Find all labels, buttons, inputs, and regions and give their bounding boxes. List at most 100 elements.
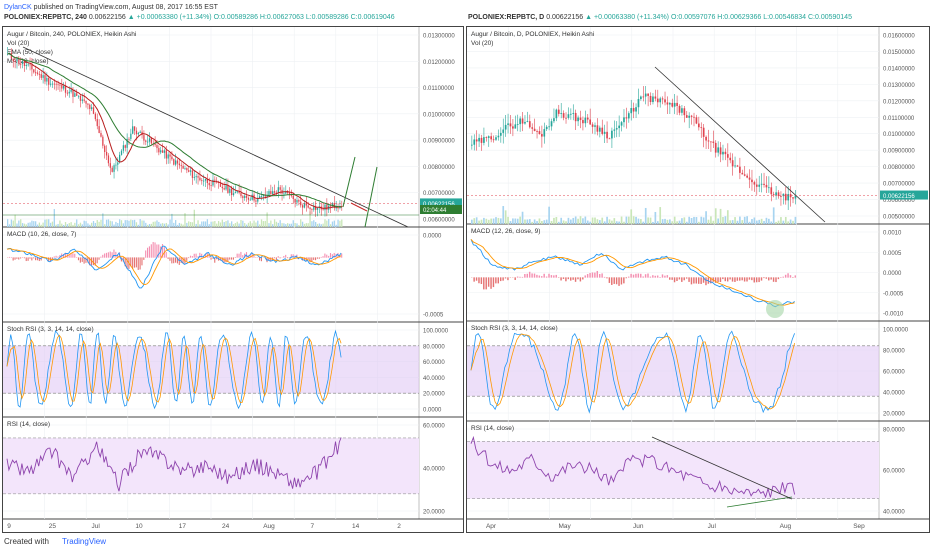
tradingview-logo[interactable]: TradingView [62, 537, 107, 546]
volume-bar [758, 219, 761, 224]
candle-body [748, 177, 751, 180]
volume-bar [475, 217, 478, 224]
candle-body [582, 120, 584, 124]
volume-bar [107, 219, 110, 227]
macd-histogram-bar [77, 257, 80, 261]
volume-bar [139, 219, 141, 227]
volume-bar [133, 219, 136, 227]
macd-histogram-bar [606, 277, 608, 279]
volume-bar [315, 221, 317, 227]
volume-bar [647, 217, 649, 224]
volume-bar [579, 216, 582, 224]
macd-histogram-bar [8, 256, 10, 258]
volume-bar [238, 223, 240, 227]
macd-histogram-bar [743, 277, 746, 282]
volume-bar [681, 218, 683, 224]
candle-body [72, 89, 74, 97]
volume-bar [567, 217, 570, 224]
macd-histogram-bar [141, 257, 143, 266]
volume-bar [119, 219, 121, 227]
candle-body [557, 109, 560, 114]
candle-body [296, 200, 298, 203]
price-tick-label: 0.00900000 [883, 149, 915, 155]
candle-body [584, 117, 587, 124]
macd-histogram-bar [204, 253, 206, 258]
macd-histogram-bar [736, 277, 739, 281]
volume-bar [217, 220, 220, 227]
macd-histogram-bar [480, 277, 483, 285]
volume-bar [262, 221, 265, 227]
macd-histogram-bar [768, 277, 770, 281]
price-tick-label: 0.00700000 [883, 182, 915, 188]
macd-histogram-bar [234, 257, 236, 258]
candle-body [124, 145, 126, 148]
macd-histogram-bar [31, 257, 33, 261]
volume-bar [264, 220, 266, 227]
candle-body [301, 205, 304, 208]
candle-body [16, 58, 18, 62]
volume-bar [724, 216, 727, 224]
volume-bar [16, 223, 18, 227]
candle-body [193, 177, 195, 178]
macd-histogram-bar [307, 257, 309, 260]
candle-body [741, 172, 744, 175]
price-tick-label: 60.0000 [423, 360, 445, 366]
volume-bar [751, 219, 753, 224]
macd-histogram-bar [313, 257, 315, 260]
macd-histogram-bar [531, 273, 533, 278]
candle-body [176, 160, 179, 164]
volume-bar [538, 218, 541, 224]
volume-bar [171, 213, 173, 227]
price-tick-label: 60.0000 [883, 469, 905, 475]
macd-histogram-bar [279, 257, 281, 259]
candle-body [20, 63, 22, 65]
candle-body [132, 126, 134, 134]
macd-histogram-bar [550, 275, 553, 278]
volume-bar [760, 218, 763, 224]
macd-histogram-bar [794, 275, 797, 278]
macd-histogram-bar [148, 246, 150, 258]
volume-bar [57, 223, 59, 227]
macd-histogram-bar [601, 273, 603, 278]
volume-bar [541, 220, 543, 224]
projection-arrow [350, 202, 368, 212]
volume-bar [290, 223, 293, 227]
macd-histogram-bar [303, 257, 305, 261]
volume-bar [586, 220, 589, 224]
volume-bar [76, 219, 78, 227]
stoch-k-line [470, 330, 795, 414]
macd-histogram-bar [188, 257, 190, 259]
macd-histogram-bar [111, 252, 113, 258]
volume-bar [148, 223, 151, 227]
macd-histogram-bar [38, 257, 40, 262]
candle-body [23, 61, 26, 66]
left-chart[interactable]: 0.01300000 0.01200000 0.01100000 0.01000000… [2, 26, 464, 533]
candle-body [519, 118, 521, 125]
author-link[interactable]: DylanCK [4, 4, 32, 11]
macd-histogram-bar [697, 277, 700, 284]
candle-body [197, 176, 199, 178]
candle-body [214, 179, 216, 181]
volume-bar [94, 222, 97, 227]
stoch-d-line [470, 333, 795, 410]
volume-bar [137, 224, 139, 227]
macd-histogram-bar [25, 257, 27, 262]
macd-histogram-bar [594, 272, 596, 278]
right-chart-svg[interactable]: 0.01600000 0.01500000 0.01400000 0.01300000… [467, 27, 929, 532]
created-with-label: Created with [4, 537, 49, 546]
macd-histogram-bar [33, 257, 35, 259]
volume-bar [100, 219, 102, 227]
volume-bar [154, 221, 156, 227]
macd-histogram-bar [249, 254, 251, 258]
candle-body [632, 108, 635, 112]
volume-bar [227, 220, 229, 227]
rsi-trend-line [651, 436, 793, 500]
left-chart-svg[interactable]: 0.01300000 0.01200000 0.01100000 0.01000000… [3, 27, 463, 532]
volume-bar [666, 219, 669, 224]
volume-bar [337, 219, 339, 227]
candle-body [61, 85, 63, 89]
right-chart[interactable]: 0.01600000 0.01500000 0.01400000 0.01300000… [466, 26, 930, 533]
volume-bar [105, 219, 108, 227]
candle-body [497, 135, 500, 138]
candle-body [627, 113, 630, 119]
